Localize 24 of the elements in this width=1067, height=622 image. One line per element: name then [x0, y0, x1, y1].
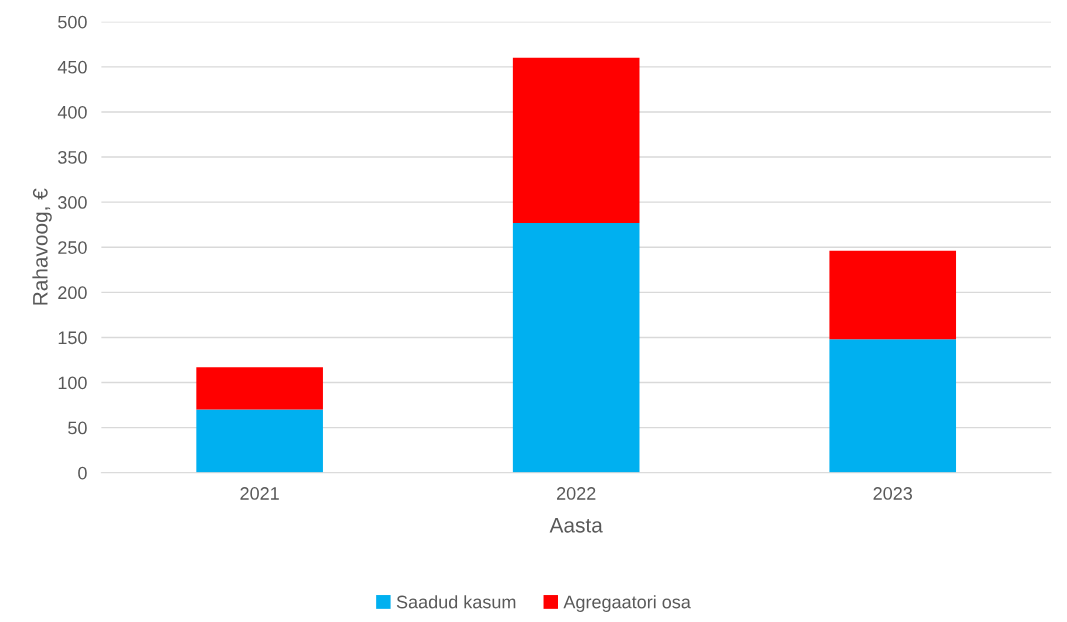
bar: [196, 367, 323, 410]
y-tick-label: 200: [58, 286, 87, 300]
y-tick-label: 0: [78, 466, 87, 480]
y-tick-label: 450: [57, 60, 87, 74]
y-tick-label: 250: [58, 241, 87, 254]
y-tick-label: 350: [58, 150, 87, 164]
y-tick-label: 400: [57, 105, 87, 119]
x-axis-title: Aasta: [549, 518, 603, 533]
y-tick-label: 100: [58, 376, 87, 390]
bar: [512, 57, 640, 223]
y-tick-label: 50: [68, 421, 87, 435]
bar: [829, 250, 957, 340]
legend-label: Agregaatori osa: [563, 595, 691, 612]
legend-label: Saadud kasum: [396, 595, 516, 609]
y-axis-title: Rahavoog, €: [32, 188, 52, 305]
x-tick-label: 2022: [557, 487, 596, 500]
y-tick-label: 150: [58, 331, 87, 345]
x-tick-label: 2023: [873, 487, 913, 500]
bar: [196, 409, 323, 473]
y-tick-label: 300: [58, 196, 87, 209]
bar: [512, 222, 640, 473]
x-tick-label: 2021: [240, 487, 279, 500]
bar: [829, 339, 957, 473]
y-tick-label: 500: [58, 15, 87, 29]
